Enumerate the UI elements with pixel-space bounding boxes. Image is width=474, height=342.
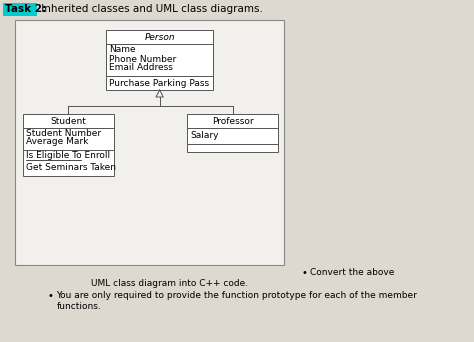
Bar xyxy=(187,128,278,144)
Text: •: • xyxy=(47,291,53,301)
Text: Name: Name xyxy=(109,45,136,54)
Bar xyxy=(15,20,284,265)
Text: Email Address: Email Address xyxy=(109,64,173,73)
Text: Convert the above: Convert the above xyxy=(310,268,394,277)
Text: Purchase Parking Pass: Purchase Parking Pass xyxy=(109,79,210,88)
Text: functions.: functions. xyxy=(56,302,101,311)
Text: Salary: Salary xyxy=(191,132,219,141)
Text: Professor: Professor xyxy=(212,117,254,126)
Bar xyxy=(23,114,114,128)
Bar xyxy=(106,30,213,44)
Text: Task 2:: Task 2: xyxy=(5,4,46,14)
Text: Is Eligible To Enroll: Is Eligible To Enroll xyxy=(27,152,110,160)
Text: Student: Student xyxy=(51,117,86,126)
Text: Average Mark: Average Mark xyxy=(27,137,89,146)
Text: Get Seminars Taken: Get Seminars Taken xyxy=(27,162,117,171)
Bar xyxy=(187,144,278,152)
Text: Inherited classes and UML class diagrams.: Inherited classes and UML class diagrams… xyxy=(38,4,263,14)
Text: You are only required to provide the function prototype for each of the member: You are only required to provide the fun… xyxy=(56,291,418,300)
Bar xyxy=(23,150,114,176)
Bar xyxy=(106,76,213,90)
Bar xyxy=(106,44,213,76)
Text: Person: Person xyxy=(145,32,175,41)
Text: Student Number: Student Number xyxy=(27,129,101,137)
Text: UML class diagram into C++ code.: UML class diagram into C++ code. xyxy=(91,279,248,288)
Bar xyxy=(187,114,278,128)
Text: •: • xyxy=(301,268,307,278)
Bar xyxy=(23,128,114,150)
Bar xyxy=(3,3,37,16)
Text: Phone Number: Phone Number xyxy=(109,54,177,64)
